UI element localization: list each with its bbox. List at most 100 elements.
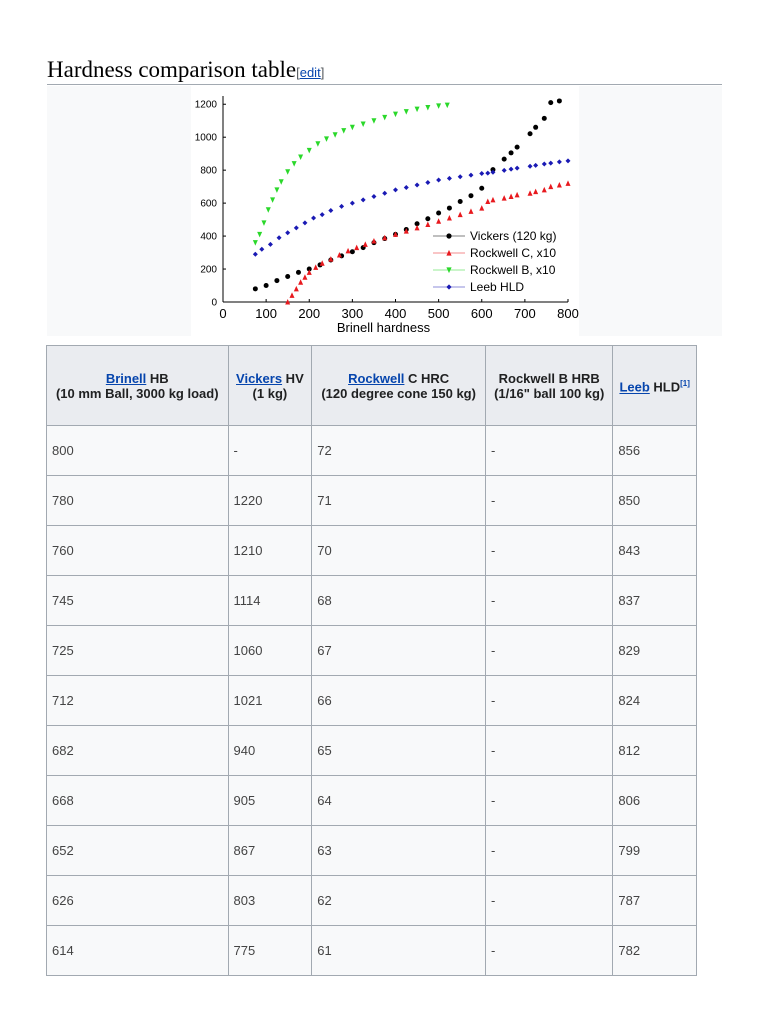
point-leeb-hld: [328, 208, 334, 214]
cell-vickers: 1210: [227, 525, 313, 576]
point-rockwell-c-x10: [565, 180, 571, 186]
point-rockwell-c-x10: [485, 198, 491, 204]
point-rockwell-b-x10: [371, 118, 377, 124]
header-brinell-sub: (10 mm Ball, 3000 kg load): [55, 385, 219, 401]
point-leeb-hld: [468, 172, 474, 178]
point-vickers-120-kg: [468, 193, 474, 199]
point-rockwell-b-x10: [425, 105, 431, 111]
point-leeb-hld: [508, 166, 514, 172]
table-row: 780 1220 71-850: [46, 475, 697, 526]
point-vickers-120-kg: [285, 273, 291, 279]
chart-figure: 0 200 400 600 800 1000 1200 0 100 200 300 400 500 600…: [47, 86, 722, 336]
x-tick-label: 500: [428, 306, 450, 321]
point-rockwell-b-x10: [349, 124, 355, 131]
y-tick-label: 0: [211, 298, 217, 309]
point-leeb-hld: [285, 230, 291, 236]
cell-leeb: 837: [612, 575, 697, 626]
header-leeb: Leeb HLD[1]: [612, 345, 697, 426]
header-brinell: Brinell HB (10 mm Ball, 3000 kg load): [46, 345, 229, 426]
point-vickers-120-kg: [514, 144, 520, 150]
point-leeb-hld: [403, 184, 409, 190]
point-rockwell-b-x10: [257, 231, 263, 238]
brinell-link[interactable]: Brinell: [105, 370, 147, 386]
table-row: 682 940 65-812: [46, 725, 697, 776]
section-heading: Hardness comparison table[edit]: [47, 56, 722, 85]
point-rockwell-c-x10: [501, 195, 507, 201]
legend-marker-vickers-120-kg: [446, 233, 452, 239]
point-rockwell-c-x10: [319, 260, 325, 266]
header-vickers: Vickers HV (1 kg): [227, 345, 313, 426]
point-vickers-120-kg: [541, 115, 547, 121]
point-rockwell-c-x10: [457, 211, 463, 218]
header-rockwell-c-sub: (120 degree cone 150 kg): [321, 385, 476, 401]
edit-link[interactable]: edit: [299, 65, 321, 80]
leeb-link[interactable]: Leeb: [619, 379, 650, 395]
cell-rockwell-c: 72: [311, 425, 487, 476]
point-vickers-120-kg: [263, 283, 269, 289]
legend-marker-rockwell-b-x10: [446, 267, 452, 274]
point-leeb-hld: [393, 187, 398, 193]
rockwell-link[interactable]: Rockwell: [348, 370, 405, 386]
point-rockwell-c-x10: [403, 228, 409, 234]
point-rockwell-c-x10: [541, 186, 547, 193]
cell-rockwell-b: -: [485, 775, 614, 826]
point-rockwell-b-x10: [270, 197, 276, 203]
point-vickers-120-kg: [425, 216, 431, 222]
point-leeb-hld: [319, 212, 325, 218]
x-tick-label: 600: [471, 306, 493, 321]
cell-leeb: 856: [612, 425, 697, 476]
point-leeb-hld: [479, 170, 485, 176]
point-vickers-120-kg: [457, 198, 463, 204]
y-tick-label: 200: [200, 265, 217, 276]
point-rockwell-c-x10: [425, 221, 431, 228]
point-rockwell-b-x10: [274, 187, 280, 193]
cell-brinell: 614: [46, 925, 229, 976]
legend-label-leeb-hld: Leeb HLD: [470, 280, 524, 294]
leeb-reference[interactable]: [1]: [680, 379, 690, 389]
cell-brinell: 725: [46, 625, 229, 676]
legend-marker-leeb-hld: [446, 284, 452, 290]
cell-rockwell-c: 71: [311, 475, 487, 526]
x-tick-label: 200: [298, 306, 320, 321]
point-leeb-hld: [514, 165, 520, 171]
vickers-link[interactable]: Vickers: [236, 370, 283, 386]
x-tick-label: 400: [385, 306, 407, 321]
point-leeb-hld: [556, 159, 562, 165]
point-rockwell-c-x10: [336, 252, 342, 258]
cell-brinell: 745: [46, 575, 229, 626]
header-rockwell-b-label: Rockwell B HRB: [498, 370, 600, 386]
cell-leeb: 824: [612, 675, 697, 726]
y-tick-label: 1200: [195, 100, 218, 111]
cell-vickers: 905: [227, 775, 313, 826]
point-rockwell-c-x10: [345, 247, 351, 254]
cell-leeb: 850: [612, 475, 697, 526]
cell-rockwell-c: 67: [311, 625, 487, 676]
cell-vickers: 940: [227, 725, 313, 776]
cell-brinell: 652: [46, 825, 229, 876]
point-vickers-120-kg: [274, 278, 280, 284]
point-rockwell-b-x10: [278, 179, 284, 185]
cell-leeb: 799: [612, 825, 697, 876]
table-row: 712 1021 66-824: [46, 675, 697, 726]
x-tick-label: 700: [514, 306, 536, 321]
hardness-chart: 0 200 400 600 800 1000 1200 0 100 200 300 400 500 600…: [191, 86, 579, 336]
cell-rockwell-b: -: [485, 625, 614, 676]
point-leeb-hld: [527, 163, 533, 169]
cell-vickers: 1060: [227, 625, 313, 676]
y-tick-label: 1000: [195, 133, 218, 144]
cell-brinell: 800: [46, 425, 229, 476]
point-rockwell-c-x10: [548, 183, 554, 190]
cell-rockwell-c: 70: [311, 525, 487, 576]
point-rockwell-c-x10: [414, 224, 420, 231]
point-rockwell-b-x10: [265, 207, 271, 213]
cell-leeb: 806: [612, 775, 697, 826]
cell-rockwell-b: -: [485, 575, 614, 626]
point-vickers-120-kg: [479, 185, 485, 191]
point-rockwell-b-x10: [324, 136, 329, 142]
point-leeb-hld: [414, 182, 420, 188]
point-leeb-hld: [533, 162, 539, 168]
y-tick-label: 800: [200, 166, 217, 177]
cell-brinell: 760: [46, 525, 229, 576]
legend-marker-rockwell-c-x10: [446, 249, 452, 256]
point-vickers-120-kg: [252, 286, 258, 292]
